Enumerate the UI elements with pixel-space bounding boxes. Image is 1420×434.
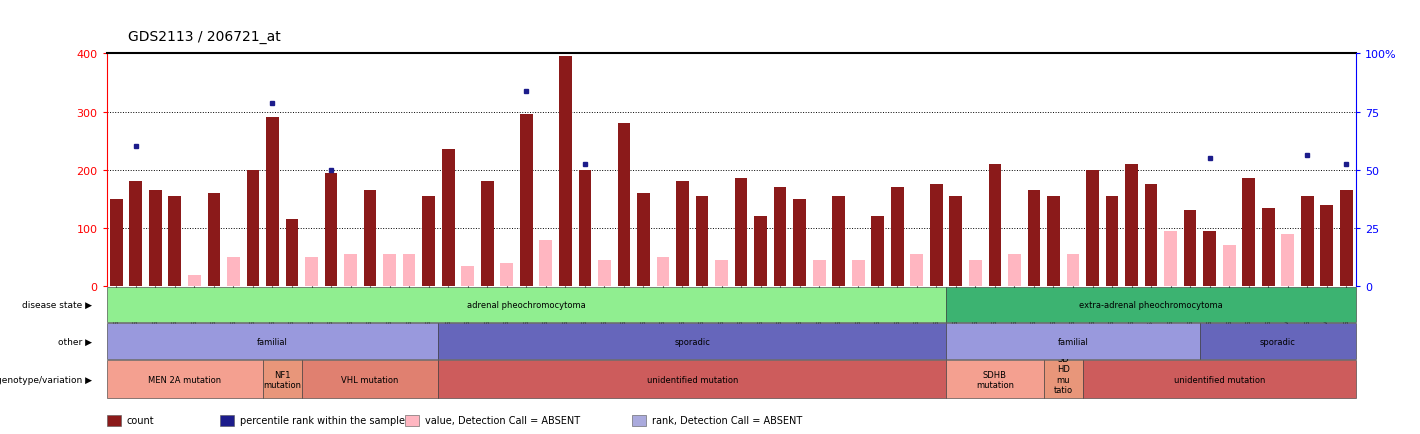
- Bar: [1301, 197, 1314, 286]
- Bar: [325, 173, 338, 286]
- Bar: [227, 257, 240, 286]
- Bar: [946, 324, 1200, 359]
- Bar: [890, 188, 903, 286]
- Text: sporadic: sporadic: [1260, 337, 1296, 346]
- Bar: [656, 257, 669, 286]
- Bar: [1086, 171, 1099, 286]
- Text: NF1
mutation: NF1 mutation: [263, 370, 301, 389]
- Bar: [559, 57, 572, 286]
- Bar: [1281, 234, 1294, 286]
- Bar: [1184, 211, 1197, 286]
- Bar: [578, 171, 591, 286]
- Bar: [422, 197, 435, 286]
- Text: unidentified mutation: unidentified mutation: [646, 375, 738, 384]
- Bar: [1066, 255, 1079, 286]
- Text: adrenal pheochromocytoma: adrenal pheochromocytoma: [467, 300, 585, 309]
- Text: percentile rank within the sample: percentile rank within the sample: [240, 415, 405, 425]
- Bar: [950, 197, 963, 286]
- Bar: [734, 179, 747, 286]
- Text: other ▶: other ▶: [57, 337, 91, 346]
- Bar: [187, 275, 200, 286]
- Text: disease state ▶: disease state ▶: [21, 300, 91, 309]
- Bar: [946, 287, 1356, 322]
- Bar: [285, 220, 298, 286]
- Text: rank, Detection Call = ABSENT: rank, Detection Call = ABSENT: [652, 415, 802, 425]
- Text: SDHB
mutation: SDHB mutation: [976, 370, 1014, 389]
- Bar: [439, 360, 946, 398]
- Text: value, Detection Call = ABSENT: value, Detection Call = ABSENT: [425, 415, 579, 425]
- Bar: [109, 199, 122, 286]
- Bar: [812, 260, 825, 286]
- Bar: [754, 217, 767, 286]
- Bar: [946, 360, 1044, 398]
- Text: SD
HD
mu
tatio
n: SD HD mu tatio n: [1054, 354, 1072, 404]
- Bar: [403, 255, 416, 286]
- Bar: [676, 182, 689, 286]
- Bar: [364, 191, 376, 286]
- Bar: [442, 150, 454, 286]
- Text: extra-adrenal pheochromocytoma: extra-adrenal pheochromocytoma: [1079, 300, 1223, 309]
- Bar: [1083, 360, 1356, 398]
- Bar: [852, 260, 865, 286]
- Bar: [1145, 185, 1157, 286]
- Bar: [598, 260, 611, 286]
- Bar: [1106, 197, 1119, 286]
- Text: unidentified mutation: unidentified mutation: [1174, 375, 1265, 384]
- Bar: [968, 260, 981, 286]
- Text: VHL mutation: VHL mutation: [341, 375, 399, 384]
- Bar: [774, 188, 787, 286]
- Bar: [149, 191, 162, 286]
- Bar: [1242, 179, 1255, 286]
- Bar: [1044, 360, 1082, 398]
- Bar: [1262, 208, 1275, 286]
- Bar: [439, 324, 946, 359]
- Bar: [832, 197, 845, 286]
- Bar: [462, 266, 474, 286]
- Bar: [618, 124, 630, 286]
- Bar: [500, 263, 513, 286]
- Bar: [481, 182, 494, 286]
- Bar: [988, 164, 1001, 286]
- Bar: [716, 260, 728, 286]
- Text: familial: familial: [257, 337, 288, 346]
- Text: MEN 2A mutation: MEN 2A mutation: [148, 375, 222, 384]
- Text: genotype/variation ▶: genotype/variation ▶: [0, 375, 91, 384]
- Bar: [383, 255, 396, 286]
- Bar: [1321, 205, 1333, 286]
- Bar: [520, 115, 532, 286]
- Text: count: count: [126, 415, 153, 425]
- Bar: [344, 255, 356, 286]
- Bar: [872, 217, 885, 286]
- Bar: [106, 324, 439, 359]
- Bar: [266, 118, 278, 286]
- Bar: [794, 199, 807, 286]
- Bar: [1047, 197, 1059, 286]
- Bar: [930, 185, 943, 286]
- Bar: [540, 240, 552, 286]
- Bar: [638, 194, 650, 286]
- Bar: [169, 197, 182, 286]
- Text: familial: familial: [1058, 337, 1088, 346]
- Bar: [1200, 324, 1356, 359]
- Bar: [207, 194, 220, 286]
- Bar: [1028, 191, 1041, 286]
- Bar: [1164, 231, 1177, 286]
- Bar: [1125, 164, 1137, 286]
- Text: sporadic: sporadic: [674, 337, 710, 346]
- Bar: [1340, 191, 1353, 286]
- Bar: [696, 197, 709, 286]
- Bar: [1008, 255, 1021, 286]
- Bar: [302, 360, 439, 398]
- Bar: [106, 287, 946, 322]
- Bar: [247, 171, 260, 286]
- Bar: [263, 360, 302, 398]
- Bar: [305, 257, 318, 286]
- Text: GDS2113 / 206721_at: GDS2113 / 206721_at: [128, 30, 281, 43]
- Bar: [129, 182, 142, 286]
- Bar: [1203, 231, 1216, 286]
- Bar: [1223, 246, 1235, 286]
- Bar: [106, 360, 263, 398]
- Bar: [910, 255, 923, 286]
